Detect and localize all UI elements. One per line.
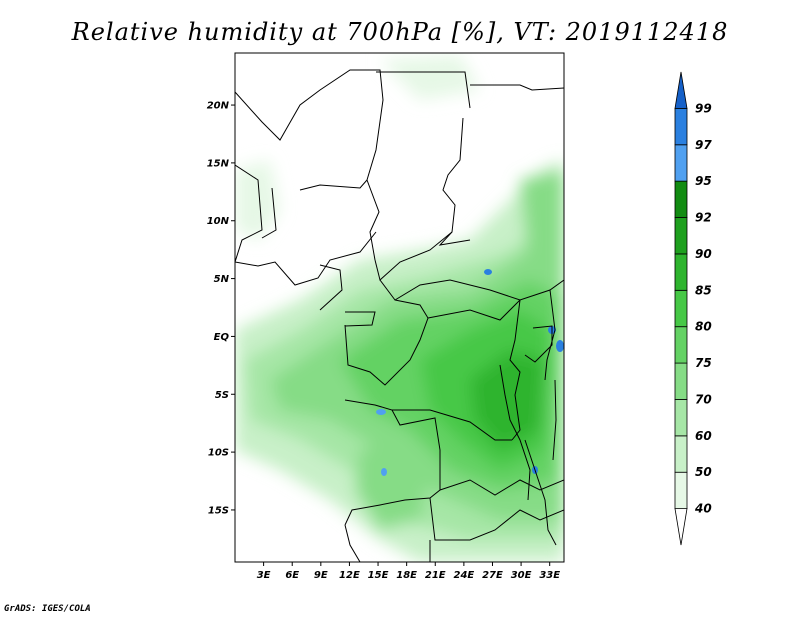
colorbar-segment (674, 326, 688, 364)
map-title: Relative humidity at 700hPa [%], VT: 201… (71, 18, 729, 46)
colorbar-segment (674, 435, 688, 473)
lat-tick-label: 20N (207, 101, 230, 112)
colorbar-segment (674, 144, 688, 182)
colorbar-segment (674, 107, 688, 146)
colorbar-level-label: 80 (695, 320, 712, 334)
map-frame (234, 52, 565, 563)
lon-tick-label: 9E (314, 570, 328, 581)
colorbar: 40 50 60 70 75 80 85 90 92 95 97 99 (674, 71, 712, 546)
colorbar-level-label: 40 (694, 502, 712, 516)
lat-tick-label: 5S (215, 390, 229, 401)
lat-tick-label: 10S (208, 448, 229, 459)
colorbar-segment (674, 399, 688, 437)
colorbar-level-label: 85 (695, 283, 712, 297)
lat-tick-label: EQ (214, 332, 230, 343)
colorbar-segment (674, 362, 688, 400)
colorbar-segment (674, 253, 688, 291)
lat-tick-label: 15S (208, 505, 229, 516)
lon-tick-label: 30E (511, 570, 532, 581)
lon-tick-label: 27E (482, 570, 503, 581)
humidity-field (235, 53, 564, 562)
colorbar-level-label: 99 (695, 101, 712, 115)
lon-tick-label: 33E (539, 570, 560, 581)
colorbar-level-label: 92 (695, 211, 712, 225)
lat-tick-label: 5N (214, 274, 230, 285)
colorbar-level-label: 60 (695, 429, 712, 443)
colorbar-level-label: 90 (695, 247, 712, 261)
colorbar-segment (674, 217, 688, 255)
grads-credit: GrADS: IGES/COLA (4, 604, 91, 614)
colorbar-level-label: 75 (695, 356, 712, 370)
colorbar-level-label: 50 (695, 465, 712, 479)
colorbar-segment (674, 71, 688, 109)
country-borders (235, 69, 564, 562)
axis-ticks: 20N 15N 10N 5N EQ 5S 10S 15S 3E 6E 9E 12E 15E 18E 21E 2… (207, 101, 561, 581)
lon-tick-label: 18E (396, 570, 417, 581)
lon-tick-label: 12E (339, 570, 360, 581)
colorbar-segment (674, 180, 688, 218)
colorbar-segment (674, 289, 688, 328)
lon-tick-label: 6E (285, 570, 299, 581)
lon-tick-label: 3E (257, 570, 271, 581)
lon-tick-label: 15E (368, 570, 389, 581)
colorbar-level-label: 97 (695, 138, 712, 152)
colorbar-level-label: 95 (695, 174, 712, 188)
lat-tick-label: 15N (207, 158, 230, 169)
colorbar-segment (674, 471, 688, 510)
lat-tick-label: 10N (207, 216, 230, 227)
lon-tick-label: 21E (425, 570, 446, 581)
colorbar-segment (674, 508, 688, 546)
colorbar-level-label: 70 (695, 392, 712, 406)
lon-tick-label: 24E (453, 570, 474, 581)
